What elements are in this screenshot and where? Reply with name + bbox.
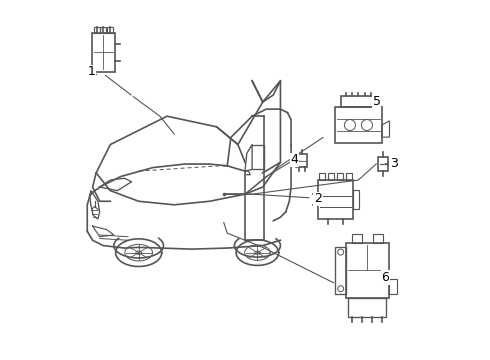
- Text: 2: 2: [314, 192, 322, 205]
- Text: 3: 3: [390, 157, 397, 170]
- Text: 4: 4: [291, 153, 298, 166]
- Text: 1: 1: [88, 66, 96, 78]
- Text: 6: 6: [381, 271, 390, 284]
- Text: 5: 5: [372, 95, 381, 108]
